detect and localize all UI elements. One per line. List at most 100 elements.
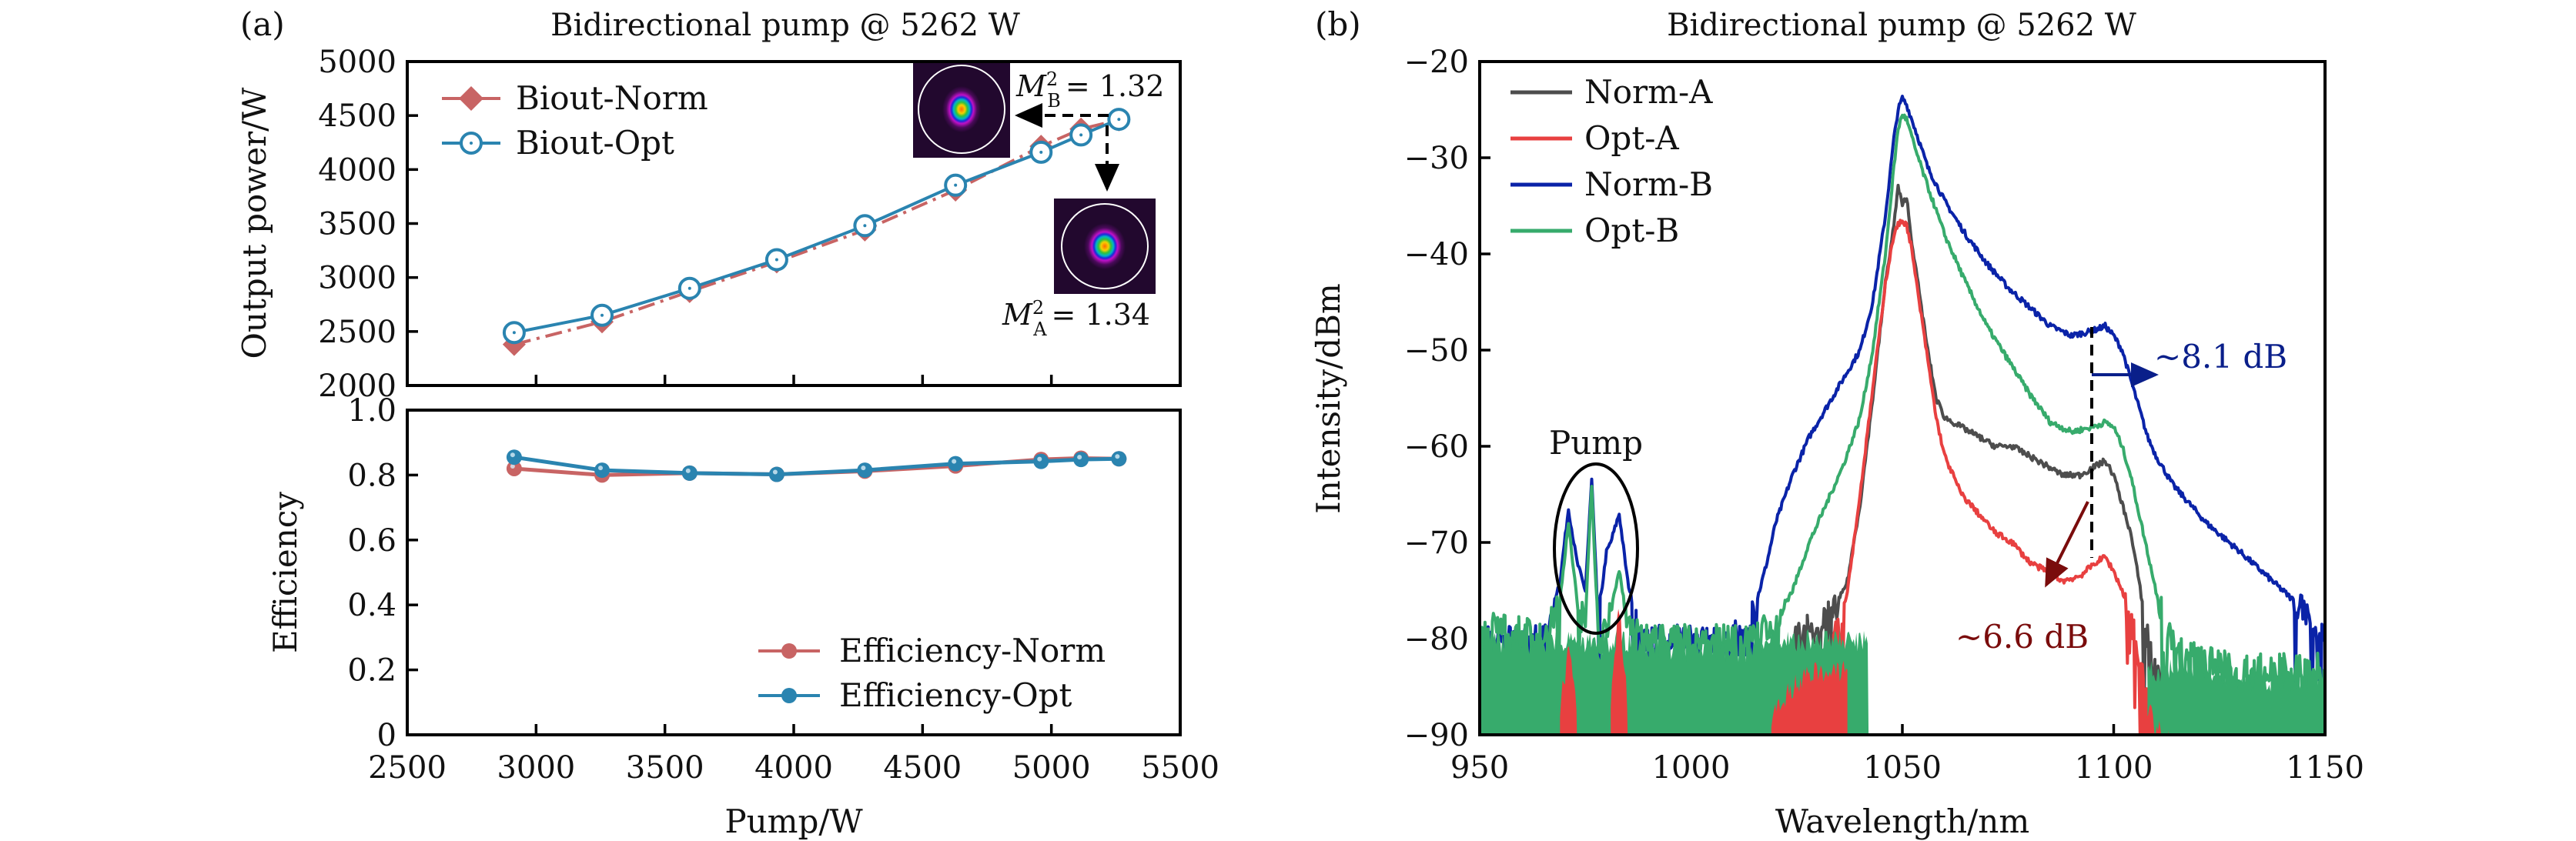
title-a: Bidirectional pump @ 5262 W bbox=[550, 8, 1020, 43]
beam-profile-a-inset bbox=[1054, 199, 1156, 294]
y-tick-label: −40 bbox=[1404, 237, 1469, 272]
data-point-highlight bbox=[1077, 455, 1082, 460]
m2-b-sub: B bbox=[1047, 90, 1061, 112]
a-top-axis-ticks: 2000 2500 3000 3500 4000 4500 5000 bbox=[318, 45, 1053, 404]
legend-label-efficiency-norm: Efficiency-Norm bbox=[839, 632, 1106, 669]
legend-label-biout-norm: Biout-Norm bbox=[516, 79, 708, 117]
noise-band-opt-b-right bbox=[2147, 658, 2325, 735]
m2-b-annotation: M2 B = 1.32 bbox=[1015, 68, 1164, 112]
y-tick-label: −30 bbox=[1404, 141, 1469, 176]
legend-label-biout-opt: Biout-Opt bbox=[516, 124, 674, 162]
data-point-highlight bbox=[510, 452, 515, 458]
data-point-highlight bbox=[861, 466, 866, 471]
plot-frame-spectrum bbox=[1478, 60, 2327, 736]
ylabel-intensity: Intensity/dBm bbox=[1310, 283, 1347, 514]
m2-b-sup: 2 bbox=[1046, 68, 1058, 90]
pump-annotation: Pump bbox=[1549, 424, 1643, 635]
y-tick-label: −80 bbox=[1404, 622, 1469, 657]
legend-label-norm-a: Norm-A bbox=[1584, 73, 1713, 111]
m2-b-symbol: M bbox=[1015, 69, 1047, 103]
data-point bbox=[506, 460, 522, 476]
ylabel-efficiency: Efficiency bbox=[266, 492, 304, 653]
x-tick-label: 1000 bbox=[1652, 750, 1731, 786]
legend-efficiency: Efficiency-Norm Efficiency-Opt bbox=[758, 632, 1106, 714]
data-point-highlight bbox=[685, 468, 691, 473]
legend-red-dot-icon bbox=[781, 643, 797, 659]
spectrum-norm-a bbox=[1765, 183, 2225, 735]
noise-band-opt-a-right bbox=[2139, 659, 2173, 735]
x-tick-label: 2500 bbox=[368, 750, 447, 786]
y-tick-label: −20 bbox=[1404, 45, 1469, 80]
y-tick-label: 0.6 bbox=[347, 523, 396, 559]
y-tick-label: 2500 bbox=[318, 315, 396, 350]
b-axis-ticks: −90 −80 −70 −60 −50 −40 −30 −20 950 1000 1050 1100 1… bbox=[1404, 45, 2364, 786]
x-tick-label: 1050 bbox=[1863, 750, 1942, 786]
data-point-center bbox=[601, 313, 604, 317]
x-tick-label: 5000 bbox=[1012, 750, 1091, 786]
y-tick-label: 0.4 bbox=[347, 588, 396, 623]
data-point bbox=[594, 462, 611, 479]
y-tick-label: 3500 bbox=[318, 207, 396, 242]
data-point-highlight bbox=[510, 463, 515, 469]
spectrum-norm-b bbox=[1480, 95, 2325, 735]
data-point bbox=[506, 449, 522, 466]
label-8-1-dB: ~8.1 dB bbox=[2154, 338, 2287, 375]
noise-band-opt-a-left bbox=[1771, 660, 1848, 735]
data-point bbox=[768, 466, 785, 482]
y-tick-label: 1.0 bbox=[347, 393, 396, 429]
x-tick-label: 4500 bbox=[883, 750, 962, 786]
pump-band-opt-a-1 bbox=[1560, 646, 1577, 735]
legend-label-norm-b: Norm-B bbox=[1584, 165, 1713, 203]
legend-diamond-icon bbox=[459, 86, 483, 111]
beam-profile-b-inset bbox=[913, 62, 1010, 158]
label-6-6-dB: ~6.6 dB bbox=[1955, 618, 2089, 656]
plot-frame-efficiency bbox=[406, 409, 1182, 736]
legend-blue-dot-icon bbox=[781, 688, 797, 703]
m2-a-annotation: M2 A = 1.34 bbox=[1002, 297, 1150, 340]
x-tick-label: 5500 bbox=[1141, 750, 1219, 786]
dB-annotations: ~8.1 dB ~6.6 dB bbox=[1955, 327, 2287, 656]
legend-output-power: Biout-Norm Biout-Opt bbox=[442, 79, 708, 162]
a-bottom-axis-ticks: 0 0.2 0.4 0.6 0.8 1.0 2500 3000 3500 4000 4500 5000… bbox=[347, 393, 1219, 786]
legend-label-opt-a: Opt-A bbox=[1584, 119, 1679, 157]
spectra bbox=[1480, 95, 2325, 735]
y-tick-label: 0 bbox=[377, 718, 396, 753]
y-tick-label: 0.2 bbox=[347, 653, 396, 689]
x-tick-label: 1150 bbox=[2286, 750, 2364, 786]
noise-band-opt-b-left bbox=[1480, 629, 1869, 735]
ylabel-output-power: Output power/W bbox=[236, 87, 273, 359]
data-point-center bbox=[512, 331, 516, 335]
y-tick-label: 4000 bbox=[318, 152, 396, 188]
data-point-highlight bbox=[1115, 454, 1120, 459]
legend-spectra: Norm-A Opt-A Norm-B Opt-B bbox=[1510, 73, 1713, 249]
output-power-series bbox=[502, 108, 1131, 356]
data-point-center bbox=[687, 286, 691, 290]
data-point-center bbox=[1079, 133, 1083, 137]
m2-b-value: = 1.32 bbox=[1066, 69, 1165, 103]
pump-band-opt-a-2 bbox=[1611, 609, 1628, 735]
y-tick-label: −70 bbox=[1404, 526, 1469, 561]
data-point bbox=[681, 465, 698, 481]
data-point-center bbox=[774, 258, 778, 262]
y-tick-label: 0.8 bbox=[347, 458, 396, 493]
data-point-highlight bbox=[1037, 456, 1042, 462]
pump-label: Pump bbox=[1549, 424, 1643, 462]
panel-label-b: (b) bbox=[1315, 5, 1361, 43]
data-point bbox=[857, 462, 873, 479]
plot-frame-output-power bbox=[406, 60, 1182, 387]
efficiency-series bbox=[506, 449, 1127, 483]
x-tick-label: 950 bbox=[1450, 750, 1509, 786]
data-point bbox=[948, 456, 964, 472]
xlabel-pump: Pump/W bbox=[724, 803, 863, 840]
m2-a-symbol: M bbox=[1002, 298, 1033, 332]
y-tick-label: −90 bbox=[1404, 718, 1469, 753]
title-b: Bidirectional pump @ 5262 W bbox=[1667, 8, 2136, 43]
x-tick-label: 4000 bbox=[754, 750, 833, 786]
y-tick-label: −50 bbox=[1404, 333, 1469, 369]
m2-a-value: = 1.34 bbox=[1052, 298, 1151, 332]
xlabel-wavelength: Wavelength/nm bbox=[1775, 803, 2029, 840]
x-tick-label: 3000 bbox=[497, 750, 575, 786]
data-point bbox=[1111, 451, 1127, 467]
m2-a-sup: 2 bbox=[1032, 297, 1044, 319]
